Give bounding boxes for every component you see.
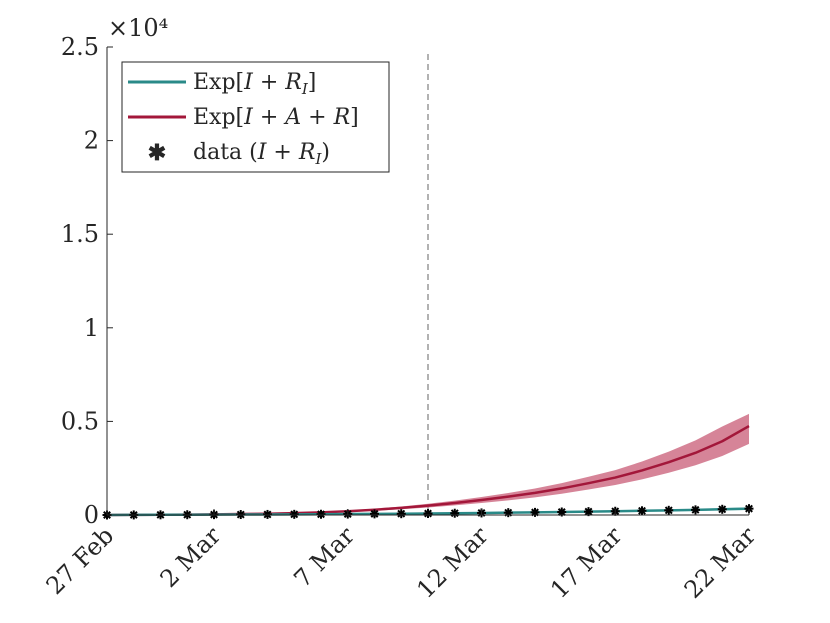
legend: Exp[I + RI] Exp[I + A + R] ✱ data (I + R… <box>121 61 390 173</box>
y-tick-label: 2.5 <box>61 33 99 61</box>
legend-label-exp-i-ri: Exp[I + RI] <box>193 70 316 98</box>
x-tick-label: 12 Mar <box>411 521 494 604</box>
y-tick-label: 2 <box>84 127 99 155</box>
y-multiplier-label: ×10⁴ <box>108 14 168 42</box>
data-point <box>370 509 379 519</box>
data-point <box>503 508 513 518</box>
data-point <box>423 509 433 518</box>
data-point <box>717 504 727 514</box>
data-point <box>637 506 647 516</box>
x-tick-label: 7 Mar <box>288 521 360 593</box>
data-point <box>450 508 460 518</box>
x-tick-label: 2 Mar <box>155 521 227 593</box>
data-point <box>263 509 272 519</box>
data-point <box>664 505 674 515</box>
x-tick-label: 27 Feb <box>41 521 120 600</box>
data-point <box>530 507 540 517</box>
y-tick-label: 0.5 <box>61 407 99 435</box>
y-tick-label: 1 <box>84 314 99 342</box>
data-point <box>691 505 700 515</box>
legend-label-data: data (I + RI) <box>193 140 330 168</box>
y-tick-label: 1.5 <box>61 220 99 248</box>
x-tick-label: 17 Mar <box>545 521 628 604</box>
legend-label-exp-i-a-r: Exp[I + A + R] <box>193 105 359 130</box>
data-point <box>316 509 326 519</box>
data-point <box>396 509 406 519</box>
x-tick-label: 22 Mar <box>679 521 762 604</box>
legend-marker-data: ✱ <box>148 140 166 166</box>
y-tick-label: 0 <box>84 501 99 529</box>
data-point <box>289 509 299 519</box>
